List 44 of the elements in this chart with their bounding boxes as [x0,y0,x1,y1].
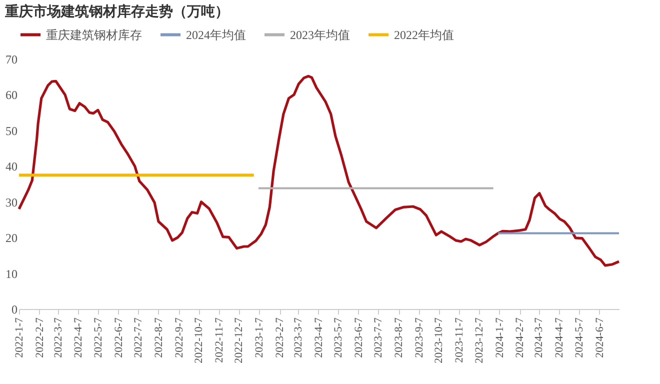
y-tick-label: 60 [6,88,18,102]
x-tick-label: 2022-3-7 [52,317,64,358]
x-tick-label: 2022-2-7 [34,317,46,358]
x-tick-label: 2023-10-7 [433,317,446,364]
x-tick-label: 2024-6-7 [594,317,606,358]
x-tick-label: 2022-6-7 [112,317,125,358]
y-tick-label: 30 [6,195,18,210]
x-tick-label: 2024-4-7 [554,317,566,358]
x-tick-label: 2022-11-7 [214,317,226,363]
legend-label: 重庆建筑钢材库存 [46,28,142,42]
x-tick-label: 2023-9-7 [414,317,426,358]
y-tick-label: 10 [6,266,18,281]
x-tick-label: 2023-5-7 [332,317,345,358]
x-tick-label: 2022-12-7 [233,317,246,364]
y-tick-label: 0 [12,302,18,316]
chart-title: 重庆市场建筑钢材库存走势（万吨） [4,3,229,20]
x-tick-label: 2024-3-7 [533,317,546,358]
y-tick-label: 50 [6,124,18,138]
x-tick-label: 2024-5-7 [573,317,586,358]
x-tick-label: 2023-6-7 [352,317,365,358]
x-tick-label: 2022-5-7 [92,317,104,358]
legend-label: 2023年均值 [290,28,350,42]
legend-label: 2022年均值 [394,28,454,42]
x-tick-label: 2023-8-7 [393,317,406,358]
x-tick-label: 2022-1-7 [14,317,26,358]
x-tick-label: 2023-3-7 [292,317,304,358]
legend-label: 2024年均值 [186,28,246,42]
x-tick-label: 2024-1-7 [494,317,506,358]
x-tick-label: 2024-2-7 [514,317,526,358]
x-tick-label: 2022-10-7 [193,317,206,364]
y-tick-label: 70 [6,52,18,66]
x-tick-label: 2023-11-7 [454,317,466,363]
x-tick-label: 2022-4-7 [72,317,85,358]
x-tick-label: 2023-2-7 [274,317,286,358]
x-tick-label: 2022-8-7 [152,317,165,358]
line-series [18,74,620,267]
x-tick-label: 2023-12-7 [473,317,486,364]
y-tick-label: 20 [6,231,18,246]
x-tick-label: 2022-7-7 [132,317,145,358]
x-tick-label: 2023-1-7 [254,317,266,358]
x-tick-label: 2023-7-7 [372,317,385,358]
y-tick-label: 40 [6,160,18,174]
x-tick-label: 2023-4-7 [312,317,325,358]
x-tick-label: 2022-9-7 [173,317,186,358]
